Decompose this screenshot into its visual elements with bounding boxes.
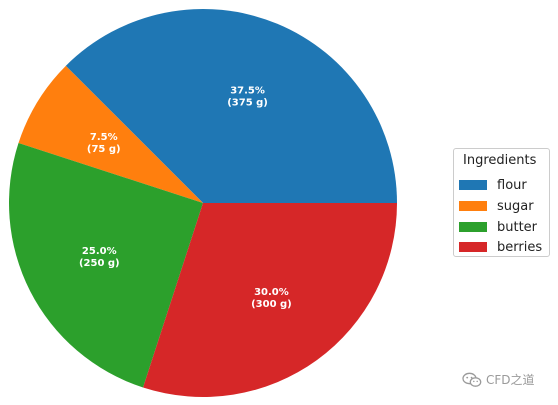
legend-swatch-sugar [459, 201, 487, 211]
legend-entry-sugar: sugar [459, 197, 534, 215]
legend-entry-flour: flour [459, 176, 527, 194]
legend-swatch-berries [459, 242, 487, 252]
legend-entry-butter: butter [459, 218, 537, 236]
wechat-icon [462, 372, 482, 387]
legend-label-berries: berries [497, 239, 543, 255]
watermark: CFD之道 [462, 371, 535, 388]
slice-percent-label-flour: 37.5% [230, 85, 265, 96]
pie-slice-flour [65, 8, 397, 203]
slice-value-label-sugar: (75 g) [87, 144, 121, 155]
legend: Ingredients flour sugar butter berries [453, 148, 550, 257]
legend-label-sugar: sugar [497, 198, 534, 214]
pie-slice-sugar [18, 65, 203, 203]
slice-value-label-butter: (250 g) [79, 258, 120, 269]
pie-slice-butter [8, 143, 204, 388]
slice-percent-label-berries: 30.0% [254, 287, 289, 298]
legend-title: Ingredients [463, 153, 537, 168]
slice-percent-label-butter: 25.0% [82, 246, 117, 257]
legend-label-flour: flour [497, 177, 527, 193]
slice-percent-label-sugar: 7.5% [90, 132, 118, 143]
slice-value-label-berries: (300 g) [251, 299, 292, 310]
legend-label-butter: butter [497, 219, 538, 235]
slice-value-label-flour: (375 g) [227, 97, 268, 108]
legend-entry-berries: berries [459, 238, 542, 256]
pie-slice-berries [143, 203, 397, 397]
watermark-text: CFD之道 [486, 373, 535, 387]
legend-swatch-butter [459, 222, 487, 232]
legend-swatch-flour [459, 180, 487, 190]
